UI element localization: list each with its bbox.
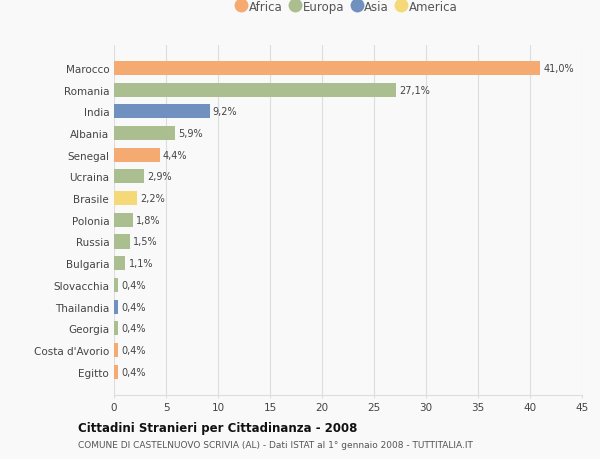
Bar — [114, 84, 396, 97]
Bar — [114, 170, 144, 184]
Text: 0,4%: 0,4% — [121, 280, 146, 290]
Text: 0,4%: 0,4% — [121, 302, 146, 312]
Text: 9,2%: 9,2% — [213, 107, 238, 117]
Bar — [114, 343, 118, 357]
Bar — [114, 127, 175, 141]
Bar — [114, 278, 118, 292]
Text: 0,4%: 0,4% — [121, 367, 146, 377]
Text: 0,4%: 0,4% — [121, 345, 146, 355]
Bar — [114, 148, 160, 162]
Text: Cittadini Stranieri per Cittadinanza - 2008: Cittadini Stranieri per Cittadinanza - 2… — [78, 421, 358, 434]
Text: 2,9%: 2,9% — [147, 172, 172, 182]
Bar — [114, 105, 209, 119]
Text: 27,1%: 27,1% — [399, 85, 430, 95]
Text: 4,4%: 4,4% — [163, 151, 187, 160]
Bar — [114, 321, 118, 336]
Legend: Africa, Europa, Asia, America: Africa, Europa, Asia, America — [233, 0, 463, 18]
Bar — [114, 62, 541, 76]
Bar — [114, 300, 118, 314]
Text: 1,5%: 1,5% — [133, 237, 157, 247]
Bar — [114, 192, 137, 206]
Bar — [114, 213, 133, 227]
Bar — [114, 365, 118, 379]
Bar — [114, 235, 130, 249]
Text: 2,2%: 2,2% — [140, 194, 165, 204]
Text: 0,4%: 0,4% — [121, 324, 146, 334]
Text: 1,1%: 1,1% — [128, 258, 153, 269]
Text: 5,9%: 5,9% — [178, 129, 203, 139]
Text: COMUNE DI CASTELNUOVO SCRIVIA (AL) - Dati ISTAT al 1° gennaio 2008 - TUTTITALIA.: COMUNE DI CASTELNUOVO SCRIVIA (AL) - Dat… — [78, 440, 473, 449]
Text: 1,8%: 1,8% — [136, 215, 160, 225]
Text: 41,0%: 41,0% — [544, 64, 574, 74]
Bar — [114, 257, 125, 271]
